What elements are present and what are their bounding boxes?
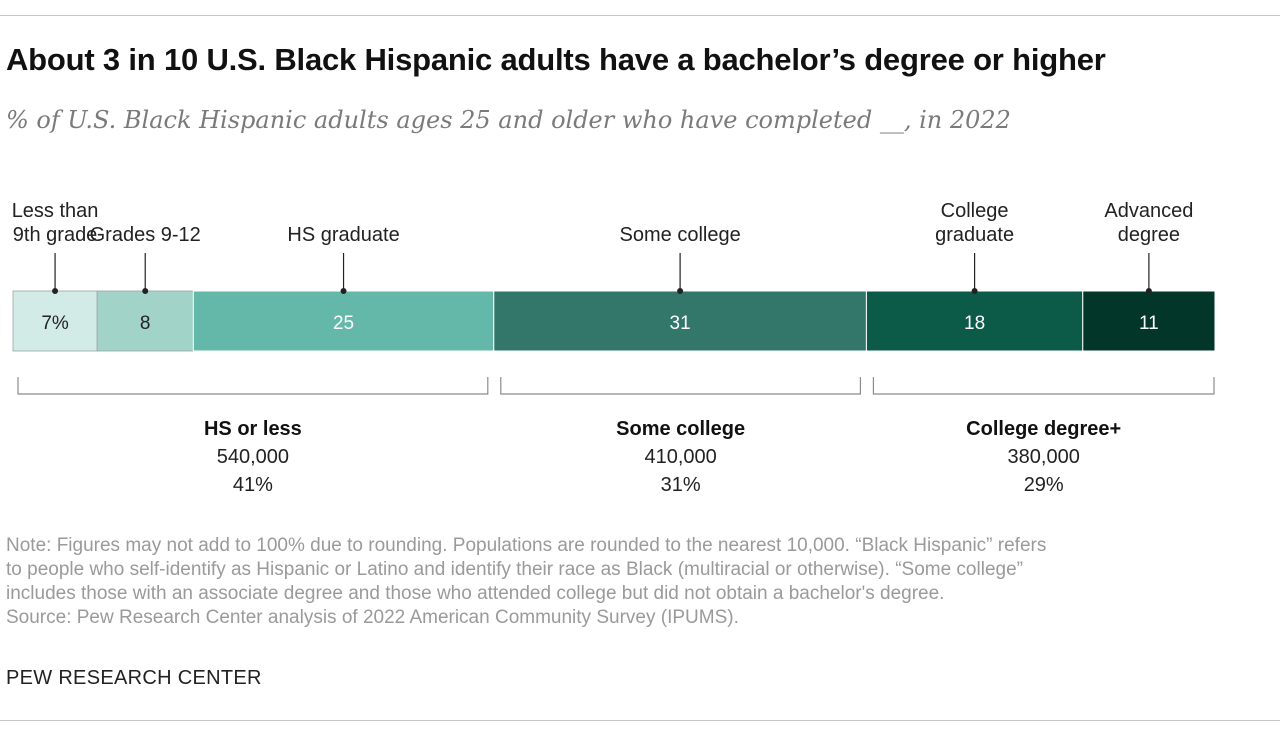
group-share: 31% <box>661 474 701 496</box>
group-share: 41% <box>233 474 273 496</box>
segment-category-label: HS graduate <box>287 224 399 246</box>
chart-subtitle: % of U.S. Black Hispanic adults ages 25 … <box>6 106 1011 134</box>
bar-segment <box>12 290 98 352</box>
note-line: to people who self-identify as Hispanic … <box>6 559 1023 580</box>
chart-title: About 3 in 10 U.S. Black Hispanic adults… <box>6 42 1106 77</box>
note-line: Note: Figures may not add to 100% due to… <box>6 535 1047 556</box>
group-population: 540,000 <box>217 446 289 468</box>
leader-dot <box>340 288 347 294</box>
leader-dot <box>1145 288 1152 294</box>
segment-category-label: College <box>941 200 1009 222</box>
bottom-rule <box>0 720 1280 721</box>
chart-note: Note: Figures may not add to 100% due to… <box>6 534 1274 630</box>
segment-value-label: 18 <box>964 313 985 334</box>
group-bracket <box>500 377 862 395</box>
leader-dot <box>677 288 684 294</box>
group-label: Some college <box>616 418 745 440</box>
note-line: includes those with an associate degree … <box>6 583 945 604</box>
group-label: College degree+ <box>966 418 1121 440</box>
group-share: 29% <box>1024 474 1064 496</box>
segment-category-label: Some college <box>620 224 741 246</box>
segment-value-label: 31 <box>670 313 691 334</box>
segment-category-label: Grades 9-12 <box>90 224 201 246</box>
segment-category-label: Advanced <box>1104 200 1193 222</box>
leader-dot <box>52 288 59 294</box>
group-bracket <box>872 377 1215 395</box>
bar-segment <box>96 290 194 352</box>
leader-dot <box>971 288 978 294</box>
segment-value-label: 7% <box>41 313 69 334</box>
segment-category-label: 9th grade <box>13 224 98 246</box>
group-bracket <box>17 377 489 395</box>
segment-value-label: 8 <box>140 313 151 334</box>
segment-value-label: 25 <box>333 313 354 334</box>
segment-category-label: degree <box>1118 224 1180 246</box>
segment-category-label: graduate <box>935 224 1014 246</box>
brand-label: PEW RESEARCH CENTER <box>6 667 262 689</box>
bar-segment <box>192 290 495 352</box>
source-line: Source: Pew Research Center analysis of … <box>6 607 739 628</box>
bar-segment <box>865 290 1084 352</box>
bar-segment <box>493 290 867 352</box>
segment-category-label: Less than <box>12 200 99 222</box>
group-population: 410,000 <box>644 446 716 468</box>
segment-value-label: 11 <box>1139 313 1159 334</box>
group-population: 380,000 <box>1008 446 1080 468</box>
leader-dot <box>142 288 149 294</box>
top-rule <box>0 15 1280 16</box>
group-label: HS or less <box>204 418 302 440</box>
